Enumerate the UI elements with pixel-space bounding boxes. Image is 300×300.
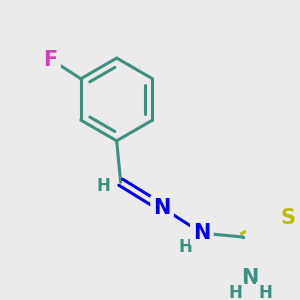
Text: S: S [280,208,295,228]
Text: H: H [96,177,110,195]
Text: N: N [241,268,258,288]
Text: H: H [259,284,272,300]
Text: N: N [193,223,211,243]
Text: H: H [179,238,193,256]
Text: F: F [44,50,58,70]
Text: H: H [228,284,242,300]
Text: N: N [153,198,171,218]
